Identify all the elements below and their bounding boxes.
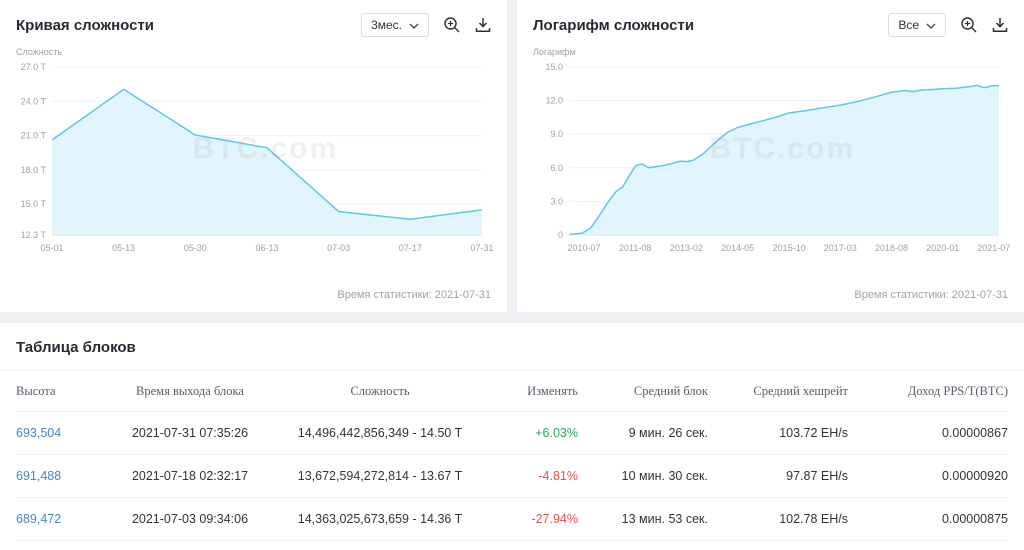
svg-text:9.0: 9.0 [550,129,563,139]
log-chart-area: 0 3.0 6.0 9.0 12.0 15.0 2010-07 2011-08 2013-02 2… [527,59,1018,264]
stat-time-note: Время статистики: 2021-07-31 [337,289,491,301]
svg-text:05-13: 05-13 [112,243,135,253]
divider [0,370,1024,371]
pps-income-cell: 0.00000867 [848,411,1008,455]
pps-income-cell: 0.00000920 [848,454,1008,498]
svg-text:2015-10: 2015-10 [773,243,806,253]
svg-text:15.0 T: 15.0 T [21,199,47,209]
col-header-avg-block: Средний блок [578,371,708,412]
y-axis-label: Сложность [16,47,63,57]
svg-text:2011-08: 2011-08 [619,243,651,253]
svg-text:2020-01: 2020-01 [926,243,959,253]
svg-text:05-01: 05-01 [40,243,63,253]
zoom-in-icon[interactable] [960,16,978,34]
avg-hashrate-cell: 97.87 EH/s [708,454,848,498]
download-icon[interactable] [992,17,1008,33]
svg-text:3.0: 3.0 [550,196,563,206]
block-height-link[interactable]: 693,504 [16,426,62,440]
blocks-table-panel: Таблица блоков Высота Время выхода блока… [0,323,1024,550]
table-title: Таблица блоков [16,339,136,356]
block-time-cell: 2021-07-03 09:34:06 [90,497,290,541]
svg-text:0: 0 [558,230,563,240]
block-time-cell: 2021-07-31 07:35:26 [90,411,290,455]
table-header-row: Высота Время выхода блока Сложность Изме… [16,371,1008,412]
block-height-link[interactable]: 691,488 [16,469,62,483]
stat-time-note: Время статистики: 2021-07-31 [854,289,1008,301]
table-row: 693,504 2021-07-31 07:35:26 14,496,442,8… [16,411,1008,455]
avg-block-cell: 9 мин. 26 сек. [578,411,708,455]
svg-text:27.0 T: 27.0 T [21,62,47,72]
svg-text:2017-03: 2017-03 [824,243,857,253]
zoom-in-icon[interactable] [443,16,461,34]
col-header-difficulty: Сложность [290,371,470,412]
pps-income-cell: 0.00000875 [848,497,1008,541]
chevron-down-icon [409,18,419,32]
block-height-link[interactable]: 689,472 [16,512,62,526]
svg-text:07-03: 07-03 [327,243,350,253]
svg-text:2014-05: 2014-05 [721,243,754,253]
download-icon[interactable] [475,17,491,33]
range-dropdown-value: Все [898,18,919,32]
range-dropdown[interactable]: Все [888,13,946,37]
col-header-height: Высота [16,371,90,412]
difficulty-chart-area: 12.3 T 15.0 T 18.0 T 21.0 T 24.0 T 27.0 T 05-0… [10,59,501,264]
range-dropdown-value: 3мес. [371,18,402,32]
block-time-cell: 2021-07-18 02:32:17 [90,454,290,498]
col-header-block-time: Время выхода блока [90,371,290,412]
svg-text:2013-02: 2013-02 [670,243,703,253]
y-axis-label: Логарифм [533,47,576,57]
range-dropdown[interactable]: 3мес. [361,13,429,37]
avg-hashrate-cell: 103.72 EH/s [708,411,848,455]
col-header-change: Изменять [470,371,578,412]
difficulty-cell: 13,672,594,272,814 - 13.67 T [290,454,470,498]
table-row: 691,488 2021-07-18 02:32:17 13,672,594,2… [16,454,1008,498]
blocks-table: Высота Время выхода блока Сложность Изме… [16,371,1008,541]
panel-header: Кривая сложности 3мес. [0,0,507,43]
panel-controls: 3мес. [361,13,491,37]
avg-block-cell: 13 мин. 53 сек. [578,497,708,541]
difficulty-cell: 14,496,442,856,349 - 14.50 T [290,411,470,455]
log-difficulty-panel: Логарифм сложности Все Логарифм 0 3.0 6.0 9… [517,0,1024,312]
chevron-down-icon [926,18,936,32]
difficulty-cell: 14,363,025,673,659 - 14.36 T [290,497,470,541]
svg-text:07-31: 07-31 [470,243,493,253]
col-header-pps-income: Доход PPS/T(BTC) [848,371,1008,412]
svg-text:18.0 T: 18.0 T [21,165,47,175]
avg-hashrate-cell: 102.78 EH/s [708,497,848,541]
svg-text:15.0: 15.0 [545,62,563,72]
panel-title: Логарифм сложности [533,16,695,34]
table-row: 689,472 2021-07-03 09:34:06 14,363,025,6… [16,497,1008,541]
difficulty-chart: 12.3 T 15.0 T 18.0 T 21.0 T 24.0 T 27.0 T 05-0… [21,62,494,253]
svg-text:06-13: 06-13 [255,243,278,253]
svg-text:2018-08: 2018-08 [875,243,908,253]
panel-header: Логарифм сложности Все [517,0,1024,43]
log-difficulty-chart: 0 3.0 6.0 9.0 12.0 15.0 2010-07 2011-08 2013-02 2… [545,62,1010,253]
panel-controls: Все [888,13,1008,37]
svg-text:05-30: 05-30 [184,243,207,253]
svg-text:24.0 T: 24.0 T [21,96,47,106]
svg-text:6.0: 6.0 [550,163,563,173]
svg-text:2021-07: 2021-07 [977,243,1010,253]
panel-title: Кривая сложности [16,16,155,34]
avg-block-cell: 10 мин. 30 сек. [578,454,708,498]
change-cell: -4.81% [470,454,578,498]
svg-text:21.0 T: 21.0 T [21,131,47,141]
svg-text:2010-07: 2010-07 [567,243,600,253]
svg-text:12.0: 12.0 [545,96,563,106]
col-header-avg-hashrate: Средний хешрейт [708,371,848,412]
svg-text:12.3 T: 12.3 T [21,230,47,240]
change-cell: -27.94% [470,497,578,541]
change-cell: +6.03% [470,411,578,455]
svg-text:07-17: 07-17 [399,243,422,253]
